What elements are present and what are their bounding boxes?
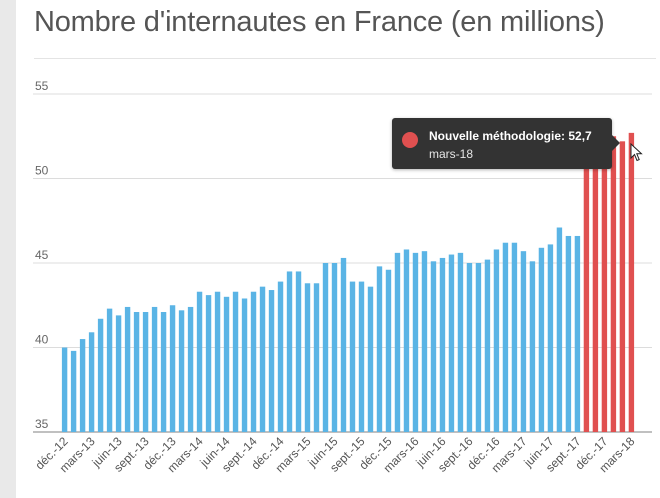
tooltip: Nouvelle méthodologie: 52,7 mars-18 (392, 118, 620, 169)
bar-new-method[interactable] (619, 141, 626, 432)
bar[interactable] (322, 263, 329, 432)
bar[interactable] (232, 291, 239, 432)
bar[interactable] (61, 347, 68, 433)
bar[interactable] (106, 308, 113, 432)
bar[interactable] (565, 235, 572, 432)
bar[interactable] (385, 269, 392, 432)
bar[interactable] (286, 271, 293, 432)
bar[interactable] (475, 263, 482, 432)
y-axis-labels: 35 40 45 50 55 (35, 79, 49, 431)
bar[interactable] (133, 312, 140, 432)
bar[interactable] (259, 286, 266, 432)
bar[interactable] (547, 244, 554, 432)
chart-title: Nombre d'internautes en France (en milli… (34, 6, 605, 38)
bar[interactable] (349, 281, 356, 432)
bar[interactable] (340, 257, 347, 432)
y-tick-label: 55 (35, 79, 49, 93)
bar[interactable] (466, 263, 473, 432)
bar-new-method[interactable] (601, 137, 608, 432)
bar[interactable] (493, 249, 500, 432)
bar[interactable] (151, 306, 158, 432)
bar[interactable] (142, 312, 149, 432)
bar[interactable] (277, 281, 284, 432)
mouse-pointer-icon (630, 143, 643, 162)
bar[interactable] (79, 339, 86, 432)
bar[interactable] (178, 310, 185, 432)
tooltip-arrow (612, 135, 620, 151)
y-tick-label: 35 (35, 417, 49, 431)
bar[interactable] (70, 350, 77, 432)
bars (61, 132, 635, 433)
bar[interactable] (529, 261, 536, 432)
bar[interactable] (376, 266, 383, 432)
bar[interactable] (205, 295, 212, 432)
bar[interactable] (403, 249, 410, 432)
bar[interactable] (241, 298, 248, 432)
bar[interactable] (538, 247, 545, 432)
bar-new-method[interactable] (592, 139, 599, 432)
bar[interactable] (412, 252, 419, 432)
bar[interactable] (502, 242, 509, 432)
bar[interactable] (223, 296, 230, 432)
bar[interactable] (520, 251, 527, 432)
bar[interactable] (250, 291, 257, 432)
bar[interactable] (556, 227, 563, 432)
bar[interactable] (394, 252, 401, 432)
bar[interactable] (295, 271, 302, 432)
bar[interactable] (169, 305, 176, 432)
y-tick-label: 50 (35, 164, 49, 178)
tooltip-series-value: Nouvelle méthodologie: 52,7 (429, 129, 592, 143)
bar-new-method[interactable] (610, 136, 617, 432)
bar[interactable] (421, 251, 428, 432)
bar[interactable] (214, 291, 221, 432)
tooltip-date: mars-18 (429, 147, 474, 161)
bar[interactable] (457, 252, 464, 432)
bar[interactable] (430, 261, 437, 432)
bar[interactable] (484, 259, 491, 432)
bar[interactable] (88, 332, 95, 432)
bar-new-method[interactable] (583, 141, 590, 432)
bar[interactable] (97, 318, 104, 432)
bar[interactable] (448, 254, 455, 432)
bar[interactable] (574, 235, 581, 432)
bar[interactable] (367, 286, 374, 432)
left-margin-strip (0, 0, 16, 498)
bar[interactable] (313, 283, 320, 432)
bar[interactable] (511, 242, 518, 432)
title-divider (34, 58, 656, 59)
tooltip-series-dot (402, 132, 418, 148)
bar[interactable] (331, 263, 338, 432)
bar[interactable] (439, 257, 446, 432)
bar[interactable] (358, 281, 365, 432)
y-tick-label: 40 (35, 333, 49, 347)
bar[interactable] (187, 306, 194, 432)
bar[interactable] (115, 315, 122, 432)
bar[interactable] (124, 306, 131, 432)
x-axis-labels: déc.-12mars-13juin-13sept.-13déc.-13mars… (33, 434, 638, 475)
y-tick-label: 45 (35, 248, 49, 262)
bar[interactable] (304, 283, 311, 432)
bar-new-method[interactable] (628, 132, 635, 432)
bar[interactable] (268, 290, 275, 432)
bar[interactable] (160, 312, 167, 432)
bar[interactable] (196, 291, 203, 432)
